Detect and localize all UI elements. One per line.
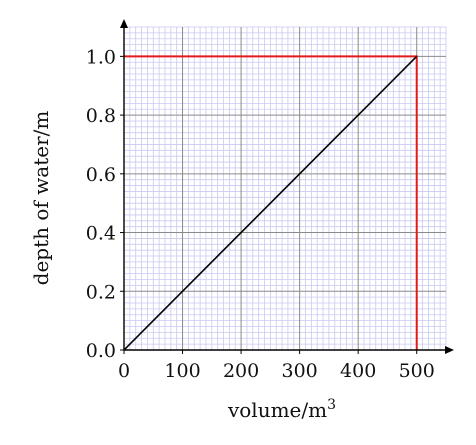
x-tick-label: 400 (340, 360, 376, 382)
series-layer (123, 55, 418, 351)
series-line (123, 55, 418, 351)
axes (120, 19, 454, 354)
y-tick-label: 0.2 (86, 281, 116, 303)
y-tick-label: 0.8 (86, 105, 116, 127)
y-axis-arrow (120, 19, 128, 28)
minor-grid (124, 26, 447, 350)
x-axis-arrow (445, 346, 454, 354)
x-tick-label: 0 (118, 360, 130, 382)
x-tick-label: 500 (399, 360, 435, 382)
y-tick-label: 0.4 (86, 223, 116, 245)
y-axis-title: depth of water/m (29, 111, 53, 286)
y-tick-label: 0.0 (86, 340, 116, 362)
x-tick-label: 200 (223, 360, 259, 382)
x-axis-title: volume/m3 (227, 397, 336, 422)
x-tick-label: 300 (282, 360, 318, 382)
x-axis-title-superscript: 3 (327, 397, 336, 413)
y-tick-label: 0.6 (86, 164, 116, 186)
tick-labels: 0 100 200 300 400 500 0.0 0.2 0.4 0.6 0.8 1.0 (86, 46, 435, 382)
y-tick-label: 1.0 (86, 46, 116, 68)
x-tick-label: 100 (164, 360, 200, 382)
